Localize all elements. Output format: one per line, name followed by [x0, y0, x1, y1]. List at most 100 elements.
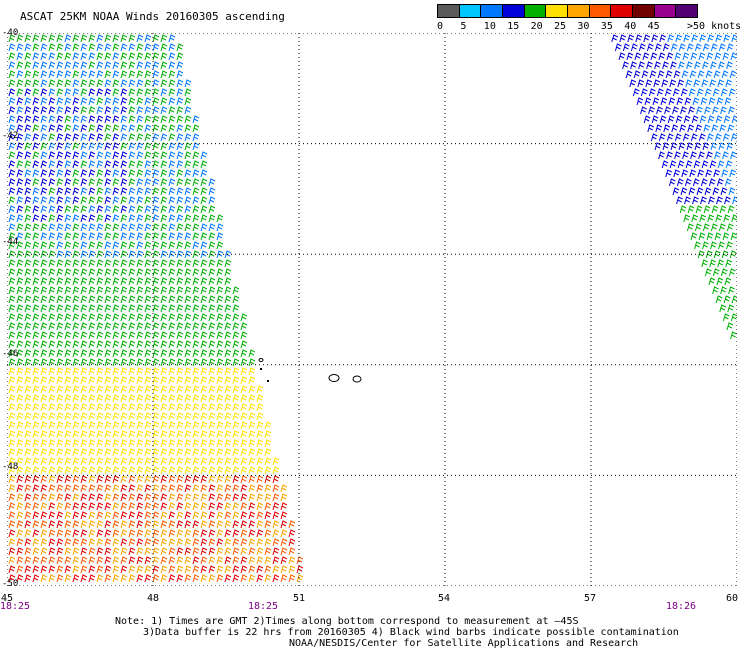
wind-barb: [80, 493, 88, 502]
wind-barb: [697, 70, 705, 79]
wind-barb: [280, 538, 288, 547]
wind-barb: [24, 250, 32, 259]
wind-barb: [638, 43, 646, 52]
wind-barb: [136, 547, 144, 556]
wind-barb: [80, 250, 88, 259]
wind-barb: [112, 196, 120, 205]
wind-barb: [272, 457, 280, 466]
wind-barb: [88, 574, 96, 583]
wind-barb: [176, 340, 184, 349]
wind-barb: [629, 79, 637, 88]
wind-barb: [200, 466, 208, 475]
wind-barb: [120, 574, 128, 583]
wind-barb: [104, 358, 112, 367]
wind-barb: [32, 196, 40, 205]
wind-barb: [152, 493, 160, 502]
wind-barb: [136, 115, 144, 124]
wind-barb: [192, 403, 200, 412]
wind-barb: [200, 367, 208, 376]
wind-barb: [664, 106, 671, 115]
wind-barb: [80, 205, 88, 214]
wind-barb: [136, 61, 144, 70]
wind-barb: [24, 223, 32, 232]
wind-barb: [96, 538, 104, 547]
wind-barb: [240, 556, 248, 565]
wind-barb: [699, 214, 707, 223]
wind-barb: [216, 250, 224, 259]
wind-barb: [152, 52, 160, 61]
wind-barb: [683, 214, 691, 223]
wind-barb: [128, 457, 136, 466]
wind-barb: [208, 403, 216, 412]
wind-barb: [192, 169, 200, 178]
wind-barb: [192, 232, 200, 241]
wind-barb: [96, 187, 104, 196]
wind-barb: [48, 304, 56, 313]
wind-barb: [682, 133, 690, 142]
wind-barb: [232, 403, 240, 412]
wind-barb: [144, 439, 152, 448]
wind-barb: [698, 232, 706, 241]
wind-barb: [144, 556, 152, 565]
wind-barb: [136, 403, 144, 412]
wind-barb: [48, 205, 56, 214]
wind-barb: [144, 79, 152, 88]
wind-barb: [24, 484, 32, 493]
wind-barb: [112, 259, 120, 268]
wind-barb: [112, 115, 120, 124]
wind-barb: [24, 34, 32, 43]
wind-barb: [96, 286, 104, 295]
wind-barb: [8, 493, 16, 502]
wind-barb: [144, 223, 152, 232]
wind-barb: [16, 169, 24, 178]
wind-barb: [256, 529, 264, 538]
wind-barb: [80, 52, 88, 61]
wind-barb: [24, 313, 32, 322]
wind-barb: [168, 466, 176, 475]
legend-tick-label: 0: [437, 21, 444, 32]
wind-barb: [662, 61, 669, 70]
wind-barb: [698, 133, 706, 142]
wind-barb: [678, 142, 686, 151]
wind-barb: [104, 178, 112, 187]
wind-barb: [16, 331, 24, 340]
wind-barb: [24, 79, 32, 88]
wind-barb: [160, 178, 168, 187]
wind-barb: [56, 142, 64, 151]
wind-barb: [168, 223, 176, 232]
wind-barb: [152, 484, 160, 493]
wind-barb: [16, 295, 24, 304]
wind-barb: [168, 331, 176, 340]
wind-barb: [717, 160, 725, 169]
wind-barb: [56, 79, 64, 88]
wind-barb: [192, 151, 200, 160]
wind-barb: [184, 547, 192, 556]
wind-barb: [32, 205, 40, 214]
wind-barb: [104, 142, 112, 151]
wind-barb: [72, 124, 80, 133]
wind-barb: [216, 529, 224, 538]
wind-barb: [24, 277, 32, 286]
wind-barb: [80, 259, 88, 268]
wind-barb: [120, 88, 128, 97]
wind-barb: [88, 466, 96, 475]
wind-barb: [16, 178, 24, 187]
wind-barb: [56, 421, 64, 430]
wind-barb: [112, 313, 120, 322]
wind-barb: [723, 214, 731, 223]
wind-barb: [240, 448, 248, 457]
wind-barb: [168, 115, 176, 124]
wind-barb: [120, 52, 128, 61]
wind-barb: [112, 439, 120, 448]
wind-barb: [120, 250, 128, 259]
wind-barb: [665, 169, 673, 178]
wind-barb: [716, 277, 724, 286]
wind-barb: [681, 169, 689, 178]
wind-barb: [120, 349, 128, 358]
wind-barb: [216, 295, 224, 304]
wind-barb: [272, 511, 280, 520]
wind-barb: [112, 250, 120, 259]
wind-barb: [40, 196, 48, 205]
wind-barb: [216, 331, 224, 340]
wind-barb: [40, 547, 48, 556]
